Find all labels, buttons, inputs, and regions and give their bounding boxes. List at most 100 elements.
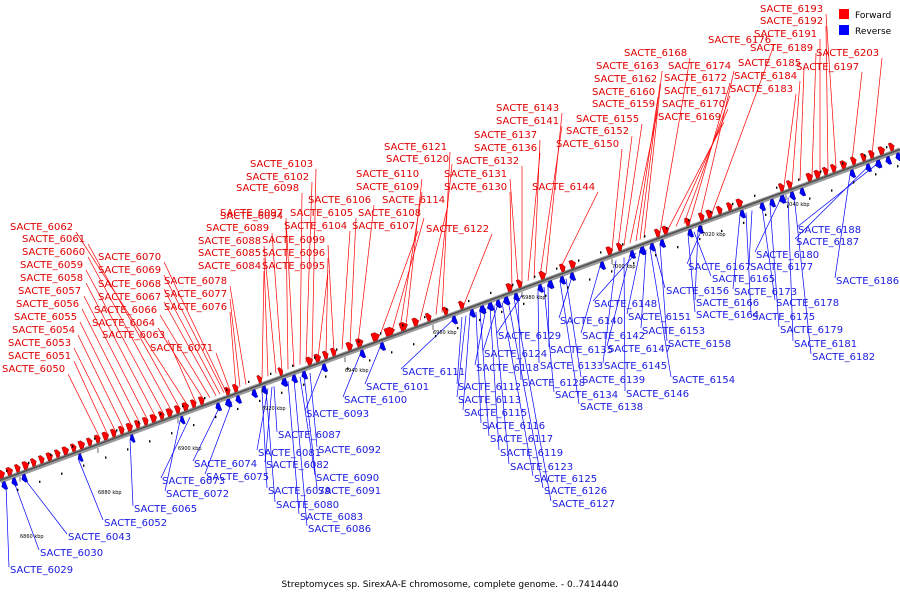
forward-gene-label[interactable]: SACTE_6108 — [358, 208, 421, 219]
reverse-gene-label[interactable]: SACTE_6101 — [366, 382, 429, 393]
forward-gene-label[interactable]: SACTE_6160 — [592, 87, 655, 98]
reverse-gene-label[interactable]: SACTE_6079 — [268, 486, 331, 497]
forward-gene-label[interactable]: SACTE_6121 — [384, 142, 447, 153]
forward-gene-label[interactable]: SACTE_6110 — [356, 169, 419, 180]
reverse-gene-label[interactable]: SACTE_6092 — [318, 445, 381, 456]
reverse-gene-label[interactable]: SACTE_6134 — [555, 390, 618, 401]
forward-gene-label[interactable]: SACTE_6141 — [496, 116, 559, 127]
forward-gene-label[interactable]: SACTE_6107 — [352, 221, 415, 232]
reverse-gene-label[interactable]: SACTE_6123 — [510, 462, 573, 473]
reverse-gene-label[interactable]: SACTE_6029 — [10, 565, 73, 576]
reverse-gene-label[interactable]: SACTE_6081 — [258, 448, 321, 459]
forward-gene-label[interactable]: SACTE_6076 — [164, 302, 227, 313]
forward-gene-label[interactable]: SACTE_6099 — [262, 235, 325, 246]
reverse-gene-label[interactable]: SACTE_6177 — [750, 262, 813, 273]
forward-gene-label[interactable]: SACTE_6193 — [760, 4, 823, 15]
reverse-gene-label[interactable]: SACTE_6135 — [550, 345, 613, 356]
forward-gene-label[interactable]: SACTE_6184 — [734, 71, 797, 82]
reverse-gene-label[interactable]: SACTE_6181 — [794, 339, 857, 350]
reverse-gene-label[interactable]: SACTE_6082 — [266, 460, 329, 471]
reverse-gene-label[interactable]: SACTE_6072 — [166, 489, 229, 500]
forward-gene-label[interactable]: SACTE_6067 — [98, 292, 161, 303]
forward-gene-label[interactable]: SACTE_6060 — [22, 247, 85, 258]
reverse-gene-label[interactable]: SACTE_6124 — [484, 349, 547, 360]
forward-gene-label[interactable]: SACTE_6136 — [474, 143, 537, 154]
reverse-gene-label[interactable]: SACTE_6113 — [458, 395, 521, 406]
reverse-gene-label[interactable]: SACTE_6065 — [134, 504, 197, 515]
reverse-gene-label[interactable]: SACTE_6138 — [580, 402, 643, 413]
forward-gene-label[interactable]: SACTE_6109 — [356, 182, 419, 193]
reverse-gene-label[interactable]: SACTE_6175 — [752, 312, 815, 323]
reverse-gene-label[interactable]: SACTE_6187 — [796, 237, 859, 248]
reverse-gene-label[interactable]: SACTE_6052 — [104, 518, 167, 529]
forward-gene-label[interactable]: SACTE_6191 — [754, 29, 817, 40]
forward-gene-label[interactable]: SACTE_6059 — [20, 260, 83, 271]
forward-gene-label[interactable]: SACTE_6070 — [98, 252, 161, 263]
forward-gene-label[interactable]: SACTE_6176 — [708, 35, 771, 46]
reverse-gene-label[interactable]: SACTE_6129 — [498, 331, 561, 342]
reverse-gene-label[interactable]: SACTE_6178 — [776, 298, 839, 309]
reverse-gene-label[interactable]: SACTE_6091 — [318, 486, 381, 497]
reverse-gene-label[interactable]: SACTE_6165 — [712, 274, 775, 285]
forward-gene-label[interactable]: SACTE_6105 — [290, 208, 353, 219]
reverse-gene-label[interactable]: SACTE_6146 — [626, 389, 689, 400]
reverse-gene-label[interactable]: SACTE_6090 — [316, 473, 379, 484]
reverse-gene-label[interactable]: SACTE_6188 — [798, 225, 861, 236]
forward-gene-label[interactable]: SACTE_6174 — [668, 61, 731, 72]
reverse-gene-label[interactable]: SACTE_6074 — [194, 459, 257, 470]
forward-gene-label[interactable]: SACTE_6159 — [592, 99, 655, 110]
forward-gene-label[interactable]: SACTE_6069 — [98, 265, 161, 276]
forward-gene-label[interactable]: SACTE_6096 — [262, 248, 325, 259]
forward-gene-label[interactable]: SACTE_6095 — [262, 261, 325, 272]
forward-gene-label[interactable]: SACTE_6185 — [738, 58, 801, 69]
forward-gene-label[interactable]: SACTE_6152 — [566, 126, 629, 137]
reverse-gene-label[interactable]: SACTE_6179 — [780, 325, 843, 336]
forward-gene-label[interactable]: SACTE_6189 — [750, 43, 813, 54]
forward-gene-label[interactable]: SACTE_6162 — [594, 74, 657, 85]
reverse-gene-label[interactable]: SACTE_6158 — [668, 339, 731, 350]
forward-gene-label[interactable]: SACTE_6068 — [98, 279, 161, 290]
forward-gene-label[interactable]: SACTE_6170 — [662, 99, 725, 110]
reverse-gene-label[interactable]: SACTE_6128 — [522, 378, 585, 389]
reverse-gene-label[interactable]: SACTE_6119 — [500, 448, 563, 459]
reverse-gene-label[interactable]: SACTE_6117 — [490, 434, 553, 445]
forward-gene-label[interactable]: SACTE_6098 — [236, 183, 299, 194]
reverse-gene-label[interactable]: SACTE_6126 — [544, 486, 607, 497]
forward-gene-label[interactable]: SACTE_6132 — [456, 156, 519, 167]
reverse-gene-label[interactable]: SACTE_6083 — [300, 512, 363, 523]
reverse-gene-label[interactable]: SACTE_6145 — [604, 361, 667, 372]
forward-gene-label[interactable]: SACTE_6163 — [596, 61, 659, 72]
forward-gene-label[interactable]: SACTE_6064 — [92, 318, 155, 329]
reverse-gene-label[interactable]: SACTE_6180 — [756, 250, 819, 261]
forward-gene-label[interactable]: SACTE_6057 — [18, 286, 81, 297]
forward-gene-label[interactable]: SACTE_6183 — [730, 84, 793, 95]
reverse-gene-label[interactable]: SACTE_6086 — [308, 524, 371, 535]
reverse-gene-label[interactable]: SACTE_6166 — [696, 298, 759, 309]
reverse-gene-label[interactable]: SACTE_6167 — [688, 262, 751, 273]
forward-gene-label[interactable]: SACTE_6130 — [444, 182, 507, 193]
reverse-gene-label[interactable]: SACTE_6151 — [628, 312, 691, 323]
reverse-gene-label[interactable]: SACTE_6156 — [666, 286, 729, 297]
forward-gene-label[interactable]: SACTE_6084 — [198, 261, 261, 272]
forward-gene-label[interactable]: SACTE_6066 — [94, 305, 157, 316]
forward-gene-label[interactable]: SACTE_6172 — [664, 73, 727, 84]
reverse-gene-label[interactable]: SACTE_6087 — [278, 430, 341, 441]
forward-gene-label[interactable]: SACTE_6168 — [624, 48, 687, 59]
reverse-gene-label[interactable]: SACTE_6073 — [162, 476, 225, 487]
forward-gene-label[interactable]: SACTE_6144 — [532, 182, 595, 193]
reverse-gene-label[interactable]: SACTE_6154 — [672, 375, 735, 386]
forward-gene-label[interactable]: SACTE_6058 — [20, 273, 83, 284]
forward-gene-label[interactable]: SACTE_6077 — [164, 289, 227, 300]
forward-gene-label[interactable]: SACTE_6103 — [250, 159, 313, 170]
forward-gene-label[interactable]: SACTE_6097 — [220, 208, 283, 219]
forward-gene-label[interactable]: SACTE_6053 — [8, 338, 71, 349]
forward-gene-label[interactable]: SACTE_6114 — [382, 195, 445, 206]
reverse-gene-label[interactable]: SACTE_6147 — [608, 344, 671, 355]
forward-gene-label[interactable]: SACTE_6055 — [14, 312, 77, 323]
reverse-gene-label[interactable]: SACTE_6115 — [464, 408, 527, 419]
forward-gene-label[interactable]: SACTE_6089 — [206, 223, 269, 234]
forward-gene-label[interactable]: SACTE_6106 — [308, 195, 371, 206]
reverse-gene-label[interactable]: SACTE_6100 — [344, 395, 407, 406]
forward-gene-label[interactable]: SACTE_6131 — [444, 169, 507, 180]
reverse-gene-label[interactable]: SACTE_6075 — [206, 472, 269, 483]
